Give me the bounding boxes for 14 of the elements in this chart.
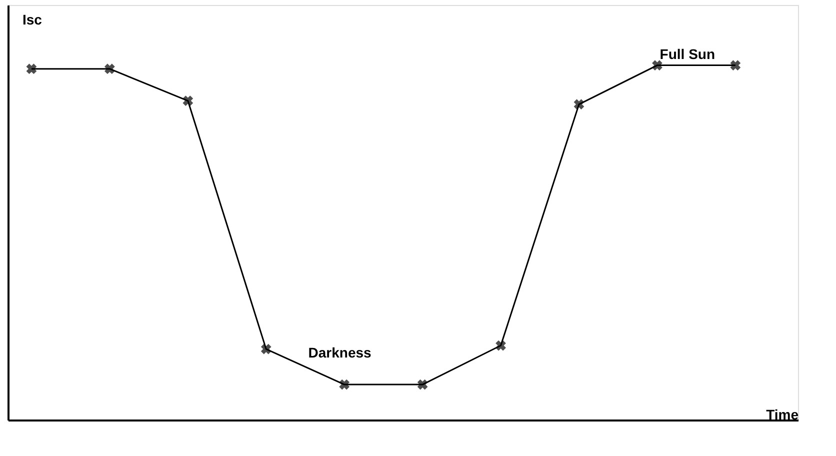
annotation: Darkness — [308, 344, 372, 361]
point — [339, 379, 350, 390]
point — [652, 60, 662, 70]
point — [104, 64, 115, 74]
y-axis-title: Isc — [22, 12, 42, 28]
point — [496, 340, 506, 351]
point — [417, 379, 428, 390]
x-axis-title: Time — [766, 406, 799, 422]
point — [26, 64, 37, 74]
point — [260, 344, 272, 354]
point — [730, 60, 741, 70]
point — [182, 96, 194, 106]
point — [574, 99, 584, 110]
text: Full Sun — [660, 46, 716, 62]
